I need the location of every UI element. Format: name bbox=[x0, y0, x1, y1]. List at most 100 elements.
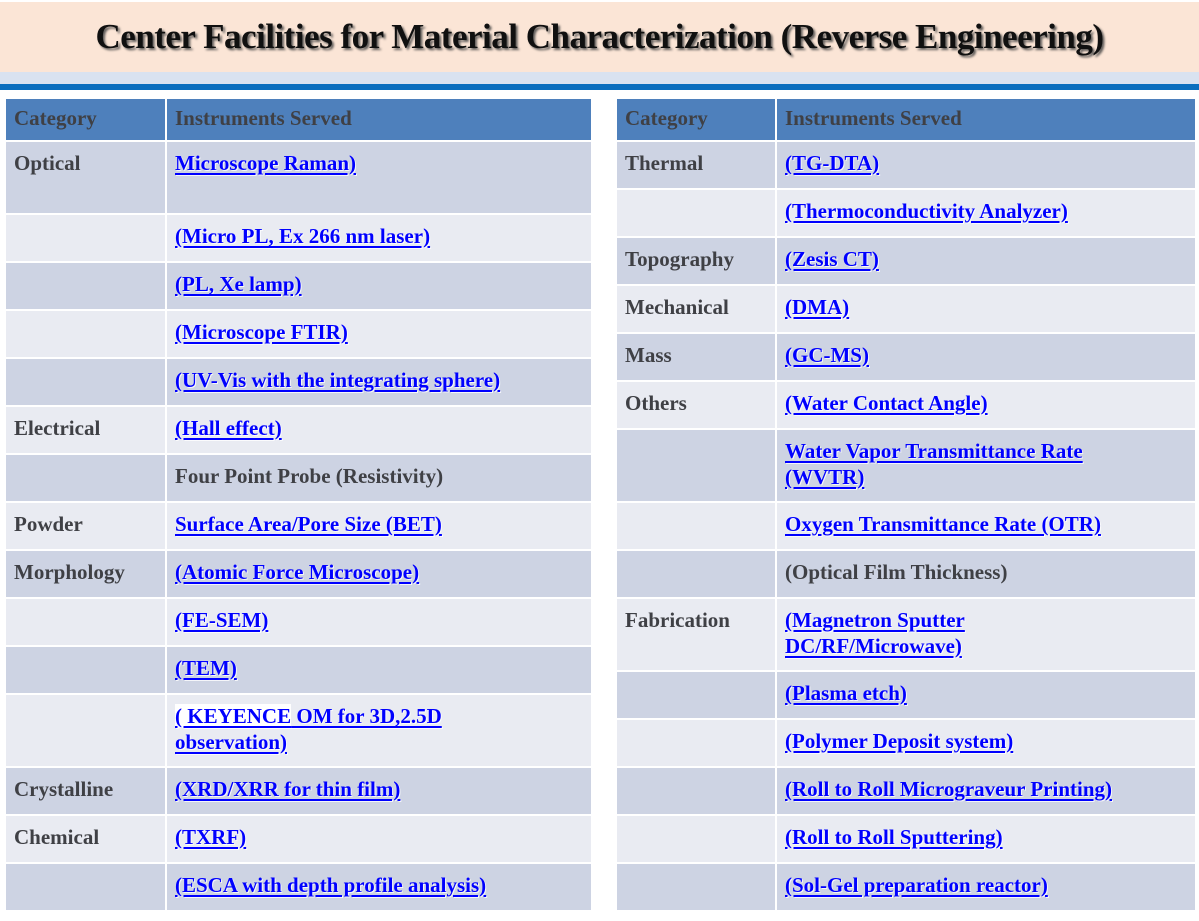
instrument-cell: (XRD/XRR for thin film) bbox=[167, 768, 591, 814]
instrument-link[interactable]: (Plasma etch) bbox=[785, 681, 907, 705]
instrument-link[interactable]: (Hall effect) bbox=[175, 416, 282, 440]
instrument-link[interactable]: (GC-MS) bbox=[785, 343, 869, 367]
category-cell: Mass bbox=[617, 334, 775, 380]
table-row: Mass (GC-MS) bbox=[617, 334, 1195, 380]
category-cell bbox=[617, 864, 775, 910]
category-cell bbox=[617, 430, 775, 501]
instrument-cell: Surface Area/Pore Size (BET) bbox=[167, 503, 591, 549]
category-cell: Mechanical bbox=[617, 286, 775, 332]
instrument-link[interactable]: (Micro PL, Ex 266 nm laser) bbox=[175, 224, 431, 248]
table-row: (Micro PL, Ex 266 nm laser) bbox=[6, 215, 591, 261]
instrument-link[interactable]: (Roll to Roll Sputtering) bbox=[785, 825, 1003, 849]
instrument-cell: (PL, Xe lamp) bbox=[167, 263, 591, 309]
category-cell bbox=[617, 816, 775, 862]
instrument-cell: (Polymer Deposit system) bbox=[777, 720, 1195, 766]
category-cell bbox=[6, 359, 165, 405]
table-row: (FE-SEM) bbox=[6, 599, 591, 645]
category-cell bbox=[6, 647, 165, 693]
instrument-link[interactable]: (TG-DTA) bbox=[785, 151, 880, 175]
instrument-link[interactable]: Microscope Raman) bbox=[175, 151, 356, 175]
instrument-text: Four Point Probe (Resistivity) bbox=[175, 464, 444, 488]
instrument-link[interactable]: (TXRF) bbox=[175, 825, 247, 849]
instrument-cell: (Magnetron Sputter DC/RF/Microwave) bbox=[777, 599, 1195, 670]
table-row: (Sol-Gel preparation reactor) bbox=[617, 864, 1195, 910]
category-cell: Thermal bbox=[617, 142, 775, 188]
instrument-cell: Oxygen Transmittance Rate (OTR) bbox=[777, 503, 1195, 549]
table-row: (Plasma etch) bbox=[617, 672, 1195, 718]
accent-rule bbox=[0, 84, 1199, 90]
category-cell bbox=[617, 720, 775, 766]
table-row: (Thermoconductivity Analyzer) bbox=[617, 190, 1195, 236]
instrument-link[interactable]: (Magnetron Sputter DC/RF/Microwave) bbox=[785, 608, 965, 658]
instrument-cell: (Roll to Roll Sputtering) bbox=[777, 816, 1195, 862]
instrument-cell: (UV-Vis with the integrating sphere) bbox=[167, 359, 591, 405]
category-cell bbox=[6, 695, 165, 766]
table-row: Chemical (TXRF) bbox=[6, 816, 591, 862]
instrument-link[interactable]: (DMA) bbox=[785, 295, 850, 319]
category-cell: Morphology bbox=[6, 551, 165, 597]
instrument-link[interactable]: (Sol-Gel preparation reactor) bbox=[785, 873, 1048, 897]
table-row: Topography (Zesis CT) bbox=[617, 238, 1195, 284]
instrument-link[interactable]: (Atomic Force Microscope) bbox=[175, 560, 420, 584]
instrument-cell: (Hall effect) bbox=[167, 407, 591, 453]
instrument-cell: (Plasma etch) bbox=[777, 672, 1195, 718]
table-row: (ESCA with depth profile analysis) bbox=[6, 864, 591, 910]
instrument-link[interactable]: (PL, Xe lamp) bbox=[175, 272, 302, 296]
page-title: Center Facilities for Material Character… bbox=[95, 17, 1104, 56]
category-cell: Topography bbox=[617, 238, 775, 284]
category-cell bbox=[617, 672, 775, 718]
table-row: Water Vapor Transmittance Rate (WVTR) bbox=[617, 430, 1195, 501]
table-row: (TEM) bbox=[6, 647, 591, 693]
category-cell bbox=[6, 311, 165, 357]
instrument-cell: (Microscope FTIR) bbox=[167, 311, 591, 357]
page-banner: Center Facilities for Material Character… bbox=[0, 2, 1199, 72]
instrument-link[interactable]: (FE-SEM) bbox=[175, 608, 269, 632]
highlighted-text: ( KEYENCE bbox=[175, 704, 292, 728]
table-row: (Roll to Roll Micrograveur Printing) bbox=[617, 768, 1195, 814]
table-row: (Microscope FTIR) bbox=[6, 311, 591, 357]
instrument-cell: Four Point Probe (Resistivity) bbox=[167, 455, 591, 501]
column-header: Instruments Served bbox=[777, 99, 1195, 140]
instrument-link[interactable]: (Microscope FTIR) bbox=[175, 320, 348, 344]
instrument-link[interactable]: Surface Area/Pore Size (BET) bbox=[175, 512, 442, 536]
instrument-cell: (Zesis CT) bbox=[777, 238, 1195, 284]
instrument-link[interactable]: Oxygen Transmittance Rate (OTR) bbox=[785, 512, 1101, 536]
instrument-link[interactable]: ( KEYENCE OM for 3D,2.5D observation) bbox=[175, 704, 442, 754]
instrument-cell: (Micro PL, Ex 266 nm laser) bbox=[167, 215, 591, 261]
instrument-cell: (TG-DTA) bbox=[777, 142, 1195, 188]
instrument-link[interactable]: (XRD/XRR for thin film) bbox=[175, 777, 401, 801]
instrument-link[interactable]: (ESCA with depth profile analysis) bbox=[175, 873, 487, 897]
category-cell: Others bbox=[617, 382, 775, 428]
instrument-link[interactable]: (Thermoconductivity Analyzer) bbox=[785, 199, 1068, 223]
instrument-cell: (Optical Film Thickness) bbox=[777, 551, 1195, 597]
instrument-cell: (ESCA with depth profile analysis) bbox=[167, 864, 591, 910]
tables-container: Category Instruments Served Optical Micros… bbox=[4, 97, 1197, 912]
category-cell bbox=[6, 599, 165, 645]
table-row: (Polymer Deposit system) bbox=[617, 720, 1195, 766]
table-row: Optical Microscope Raman) bbox=[6, 142, 591, 213]
category-cell: Powder bbox=[6, 503, 165, 549]
instrument-link[interactable]: (Roll to Roll Micrograveur Printing) bbox=[785, 777, 1112, 801]
table-row: ( KEYENCE OM for 3D,2.5D observation) bbox=[6, 695, 591, 766]
instrument-link[interactable]: Water Vapor Transmittance Rate (WVTR) bbox=[785, 439, 1083, 489]
category-cell: Optical bbox=[6, 142, 165, 213]
instrument-cell: (TXRF) bbox=[167, 816, 591, 862]
header-row: Category Instruments Served bbox=[617, 99, 1195, 140]
table-row: Morphology (Atomic Force Microscope) bbox=[6, 551, 591, 597]
instrument-link[interactable]: (TEM) bbox=[175, 656, 237, 680]
category-cell bbox=[6, 263, 165, 309]
facilities-table-left: Category Instruments Served Optical Micros… bbox=[4, 97, 593, 912]
instrument-cell: (DMA) bbox=[777, 286, 1195, 332]
table-row: Mechanical (DMA) bbox=[617, 286, 1195, 332]
column-header: Instruments Served bbox=[167, 99, 591, 140]
instrument-link[interactable]: (Water Contact Angle) bbox=[785, 391, 988, 415]
instrument-cell: (FE-SEM) bbox=[167, 599, 591, 645]
category-cell bbox=[6, 455, 165, 501]
instrument-cell: (Sol-Gel preparation reactor) bbox=[777, 864, 1195, 910]
instrument-link[interactable]: (UV-Vis with the integrating sphere) bbox=[175, 368, 501, 392]
instrument-cell: (Atomic Force Microscope) bbox=[167, 551, 591, 597]
instrument-link[interactable]: (Polymer Deposit system) bbox=[785, 729, 1014, 753]
instrument-link[interactable]: (Zesis CT) bbox=[785, 247, 879, 271]
facilities-table-right: Category Instruments Served Thermal (TG-DT… bbox=[615, 97, 1197, 912]
table-row: Four Point Probe (Resistivity) bbox=[6, 455, 591, 501]
